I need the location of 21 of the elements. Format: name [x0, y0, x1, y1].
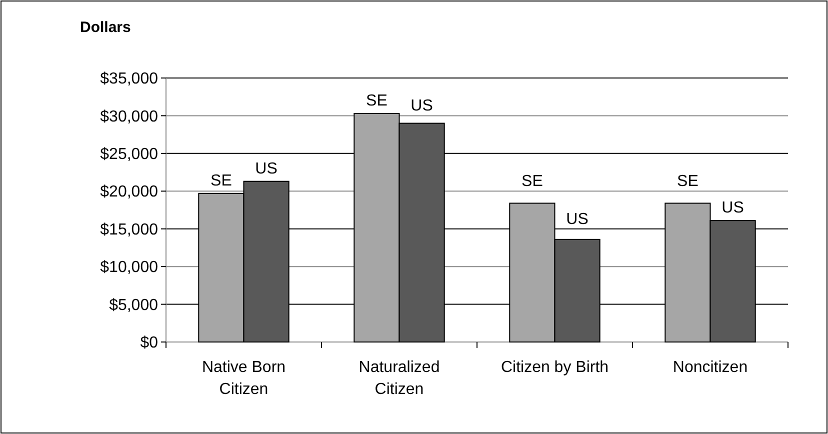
y-tick-label: $25,000 [100, 146, 158, 164]
text: US [722, 200, 744, 217]
y-tick-label: $5,000 [109, 296, 158, 314]
text: SE [366, 92, 388, 110]
text: SE [677, 173, 698, 190]
y-tick-label: $35,000 [100, 70, 158, 88]
text: US [566, 210, 588, 228]
x-tick-label: Citizen by Birth [500, 359, 609, 376]
y-tick-label: $20,000 [100, 184, 158, 201]
x-tick-label: Noncitizen [672, 359, 748, 376]
y-tick-label: $0 [140, 334, 158, 352]
text: SE [522, 173, 543, 190]
y-axis-title: Dollars [80, 19, 131, 36]
series-label: US [255, 160, 278, 178]
x-tick-label: Native Born Citizen [202, 359, 286, 398]
y-tick-label: $15,000 [100, 221, 158, 238]
x-tick-label: Naturalized Citizen [358, 359, 440, 398]
text: US [410, 98, 433, 115]
y-tick-label: $30,000 [100, 108, 158, 126]
series-label: SE [210, 172, 232, 190]
y-tick-label: $10,000 [100, 259, 158, 276]
